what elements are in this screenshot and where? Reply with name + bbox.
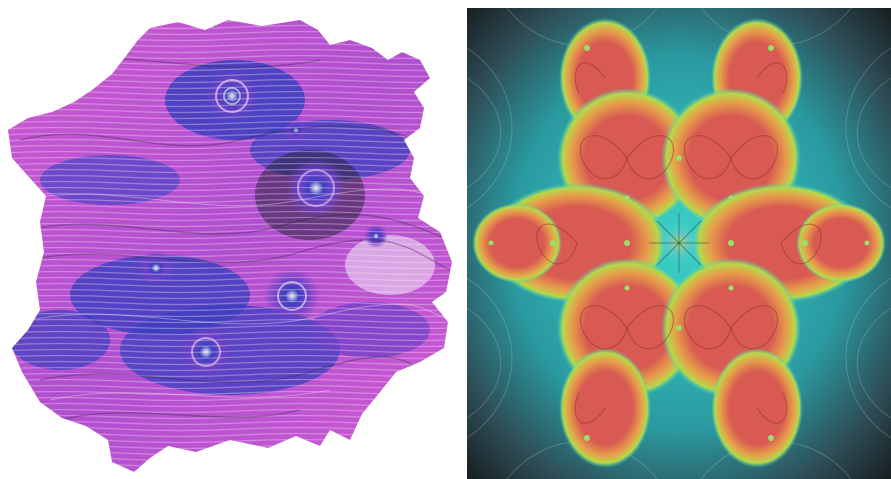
- right-field-image: [467, 8, 891, 479]
- right-field-svg: [467, 8, 891, 479]
- petal-lines: [536, 62, 822, 424]
- field-lines: [467, 8, 891, 479]
- left-flow-svg: [8, 20, 452, 472]
- left-flow-image: [8, 20, 452, 472]
- flow-blob: [8, 20, 452, 472]
- hot-lobes: [472, 18, 886, 468]
- singular-points: [488, 45, 870, 441]
- center-rays: [649, 213, 709, 273]
